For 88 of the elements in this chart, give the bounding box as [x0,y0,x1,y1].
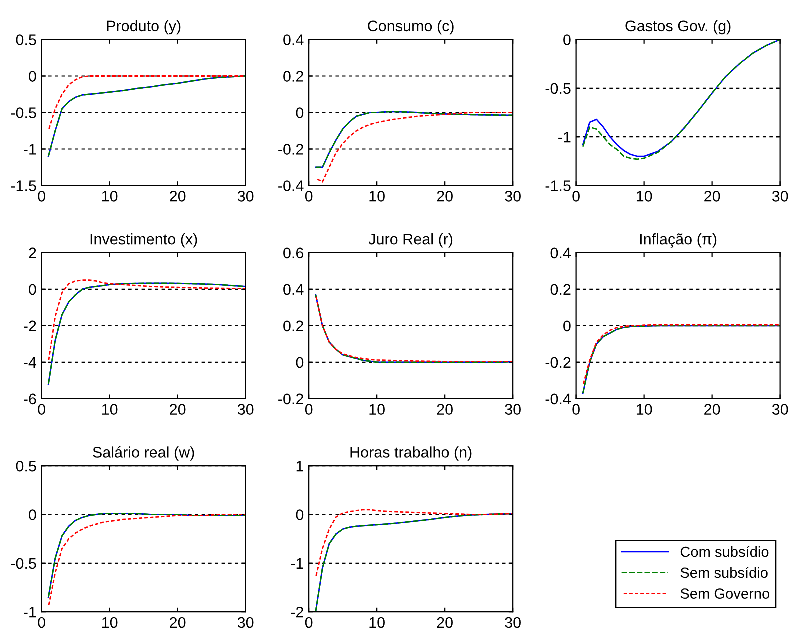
x-tick-label: 10 [636,191,652,202]
chart-title: Consumo (c) [368,20,454,35]
y-tick-label: 0.5 [16,34,36,46]
y-tick-label: 0 [296,357,304,368]
chart-title: Produto (y) [107,20,181,35]
line-series [315,111,514,168]
y-tick-label: 0.2 [550,284,571,296]
x-tick-label: 30 [505,404,521,415]
y-tick-label: 0 [564,34,571,46]
x-tick-label: 30 [772,191,788,202]
x-tick-label: 30 [238,404,254,415]
x-tick-label: 20 [170,404,186,415]
x-tick-label: 20 [437,191,453,202]
y-tick-label: -1 [24,607,36,618]
y-tick-label: -0.2 [278,144,304,155]
y-tick-label: -0.5 [546,83,571,94]
chart-title: Inflação (π) [640,234,717,248]
y-tick-label: -6 [24,394,36,405]
x-tick-label: 10 [102,617,118,628]
chart-title: Horas trabalho (n) [350,446,472,461]
line-series [48,282,246,386]
y-tick-label: -1 [24,144,36,155]
y-tick-label: 0 [29,71,36,82]
x-tick-label: 0 [572,404,580,415]
y-tick-label: -2 [291,606,304,618]
x-tick-label: 20 [170,191,186,202]
x-tick-label: 10 [636,404,652,415]
y-tick-label: 1 [296,461,304,472]
x-tick-label: 10 [370,191,385,202]
y-tick-label: 0 [29,284,36,296]
x-tick-label: 0 [305,617,313,628]
x-tick-label: 20 [437,404,453,415]
y-tick-label: -2 [24,320,36,332]
line-series [315,112,514,183]
chart-title: Gastos Gov. (g) [626,20,731,35]
x-tick-label: 30 [505,617,521,628]
line-series [48,76,246,158]
x-tick-label: 0 [305,404,313,415]
y-tick-label: -0.5 [11,108,36,118]
x-tick-label: 0 [38,404,46,415]
x-tick-label: 30 [772,404,788,415]
x-tick-label: 10 [102,404,118,415]
chart-title: Investimento (x) [90,234,198,248]
line-series [48,280,246,364]
x-tick-label: 0 [305,191,313,202]
y-tick-label: 0.4 [284,284,304,296]
chart-title: Juro Real (r) [368,234,453,248]
chart-title: Salário real (w) [93,446,194,461]
y-tick-label: 0 [296,510,304,520]
x-tick-label: 0 [38,617,46,628]
y-tick-label: 0.6 [284,248,304,259]
x-tick-label: 30 [238,617,254,628]
x-tick-label: 30 [505,191,521,202]
y-tick-label: -1.5 [546,180,571,192]
y-tick-label: 0.4 [550,248,572,259]
x-tick-label: 30 [238,191,254,202]
x-tick-label: 0 [38,191,46,202]
x-tick-label: 20 [704,404,720,415]
x-tick-label: 10 [102,191,118,202]
legend-label: Com subsídio [680,546,769,558]
y-tick-label: 0.2 [284,320,304,332]
y-tick-label: 0.5 [16,460,36,472]
y-tick-label: -0.5 [11,558,36,570]
x-tick-label: 20 [170,617,186,628]
x-tick-label: 20 [704,191,720,202]
y-tick-label: -0.4 [278,180,304,192]
y-tick-label: 0 [564,320,571,332]
line-series [315,509,514,579]
legend-label: Sem Governo [680,588,770,599]
y-tick-label: -0.2 [278,394,304,405]
y-tick-label: 0 [29,510,36,520]
y-tick-label: 0.2 [284,71,304,82]
legend-label: Sem subsídio [680,567,768,578]
line-series [48,76,246,132]
y-tick-label: -4 [24,357,37,368]
x-tick-label: 10 [370,617,385,628]
y-tick-label: 0.4 [284,34,304,46]
y-tick-label: -1.5 [11,180,36,192]
y-tick-label: -0.4 [546,394,572,405]
y-tick-label: 2 [29,248,36,258]
x-tick-label: 0 [572,191,580,202]
y-tick-label: -1 [291,558,304,569]
y-tick-label: -0.2 [546,357,571,368]
x-tick-label: 20 [437,617,453,628]
y-tick-label: 0 [296,108,304,118]
x-tick-label: 10 [370,404,385,415]
line-series [315,513,514,612]
y-tick-label: -1 [558,132,571,143]
